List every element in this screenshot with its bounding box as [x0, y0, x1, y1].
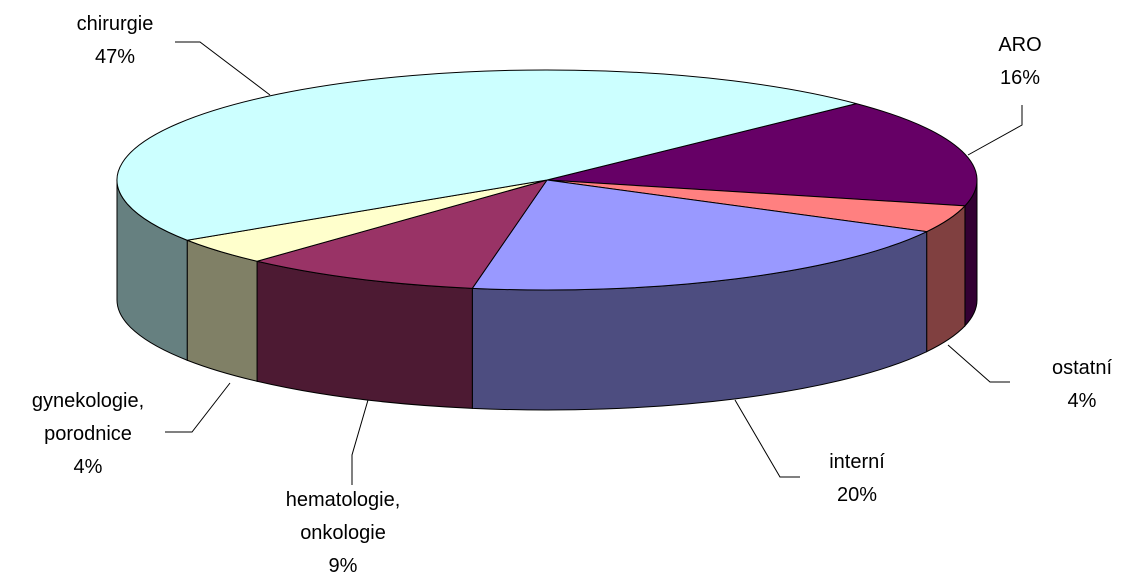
- label-name: interní: [829, 451, 885, 473]
- label-name: chirurgie: [76, 13, 154, 35]
- leader-line: [947, 344, 1010, 383]
- data-label: ostatní 4%: [1002, 352, 1131, 418]
- leader-line: [175, 41, 271, 96]
- slice: [546, 103, 978, 207]
- label-value: 9%: [328, 555, 358, 577]
- data-label: hematologie, onkologie 9%: [263, 484, 423, 579]
- label-value: 4%: [73, 456, 103, 478]
- slice: [116, 69, 857, 241]
- leader-line: [351, 399, 369, 485]
- leader-line: [734, 399, 800, 478]
- slice-side: [186, 239, 258, 382]
- label-value: 4%: [1067, 390, 1097, 412]
- data-label: gynekologie, porodnice 4%: [8, 385, 168, 484]
- leader-line: [967, 105, 1023, 156]
- label-name: hematologie, onkologie: [285, 489, 401, 544]
- data-label: chirurgie 47%: [35, 8, 195, 74]
- slice: [256, 179, 549, 289]
- label-value: 47%: [94, 46, 136, 68]
- data-label: ARO 16%: [940, 29, 1100, 95]
- leader-line: [165, 382, 231, 433]
- label-name: gynekologie, porodnice: [31, 390, 145, 445]
- label-name: ARO: [998, 34, 1042, 56]
- slice: [471, 179, 929, 291]
- label-value: 16%: [999, 67, 1041, 89]
- data-label: interní 20%: [777, 446, 937, 512]
- label-value: 20%: [836, 484, 878, 506]
- label-name: ostatní: [1051, 357, 1113, 379]
